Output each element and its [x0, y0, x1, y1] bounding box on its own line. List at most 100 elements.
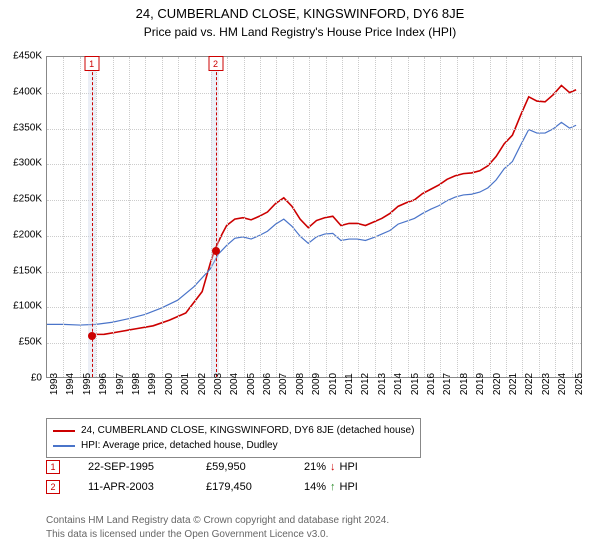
x-axis-label: 2005 — [246, 373, 257, 395]
sale-date: 11-APR-2003 — [88, 481, 178, 493]
series-line — [47, 122, 576, 325]
sale-price: £59,950 — [206, 461, 276, 473]
gridline-h — [47, 93, 581, 94]
gridline-v — [440, 57, 441, 377]
x-axis-label: 2001 — [180, 373, 191, 395]
gridline-v — [358, 57, 359, 377]
gridline-v — [293, 57, 294, 377]
x-axis-label: 1995 — [82, 373, 93, 395]
legend-swatch — [53, 430, 75, 432]
gridline-v — [276, 57, 277, 377]
gridline-v — [309, 57, 310, 377]
sale-price: £179,450 — [206, 481, 276, 493]
gridline-v — [63, 57, 64, 377]
arrow-up-icon: ↑ — [330, 481, 336, 493]
gridline-v — [113, 57, 114, 377]
gridline-v — [195, 57, 196, 377]
gridline-h — [47, 200, 581, 201]
sale-marker-number: 2 — [208, 56, 223, 71]
y-axis-label: £450K — [2, 51, 42, 62]
y-axis-label: £350K — [2, 122, 42, 133]
gridline-h — [47, 164, 581, 165]
x-axis-label: 2003 — [213, 373, 224, 395]
gridline-v — [555, 57, 556, 377]
gridline-h — [47, 129, 581, 130]
footer-line-2: This data is licensed under the Open Gov… — [46, 528, 389, 542]
y-axis-label: £100K — [2, 301, 42, 312]
y-axis-label: £50K — [2, 337, 42, 348]
sale-delta-vs: HPI — [340, 461, 358, 473]
x-axis-label: 2022 — [524, 373, 535, 395]
x-axis-label: 2012 — [360, 373, 371, 395]
x-axis-label: 1996 — [98, 373, 109, 395]
chart-lines-svg — [47, 57, 581, 377]
sale-number-box: 2 — [46, 480, 60, 494]
sale-marker-dot — [212, 247, 220, 255]
gridline-v — [391, 57, 392, 377]
sale-number-box: 1 — [46, 460, 60, 474]
y-axis-label: £0 — [2, 373, 42, 384]
sale-marker-line — [92, 57, 93, 377]
gridline-v — [80, 57, 81, 377]
gridline-v — [96, 57, 97, 377]
y-axis-label: £250K — [2, 194, 42, 205]
footer-line-1: Contains HM Land Registry data © Crown c… — [46, 514, 389, 528]
gridline-v — [522, 57, 523, 377]
x-axis-label: 2008 — [295, 373, 306, 395]
gridline-v — [326, 57, 327, 377]
gridline-v — [342, 57, 343, 377]
x-axis-label: 1998 — [131, 373, 142, 395]
gridline-v — [572, 57, 573, 377]
x-axis-label: 2015 — [410, 373, 421, 395]
x-axis-label: 2016 — [426, 373, 437, 395]
chart-subtitle: Price paid vs. HM Land Registry's House … — [0, 21, 600, 43]
gridline-v — [473, 57, 474, 377]
chart-legend: 24, CUMBERLAND CLOSE, KINGSWINFORD, DY6 … — [46, 418, 421, 458]
x-axis-label: 2006 — [262, 373, 273, 395]
gridline-v — [227, 57, 228, 377]
legend-label: HPI: Average price, detached house, Dudl… — [81, 438, 278, 453]
arrow-down-icon: ↓ — [330, 461, 336, 473]
x-axis-label: 2021 — [508, 373, 519, 395]
legend-item: 24, CUMBERLAND CLOSE, KINGSWINFORD, DY6 … — [53, 423, 414, 438]
x-axis-label: 1997 — [115, 373, 126, 395]
y-axis-label: £150K — [2, 265, 42, 276]
legend-item: HPI: Average price, detached house, Dudl… — [53, 438, 414, 453]
gridline-v — [424, 57, 425, 377]
x-axis-label: 2017 — [442, 373, 453, 395]
gridline-v — [260, 57, 261, 377]
gridline-h — [47, 343, 581, 344]
gridline-v — [178, 57, 179, 377]
x-axis-label: 2000 — [164, 373, 175, 395]
x-axis-label: 2002 — [197, 373, 208, 395]
sale-marker-number: 1 — [84, 56, 99, 71]
sale-date: 22-SEP-1995 — [88, 461, 178, 473]
gridline-h — [47, 236, 581, 237]
x-axis-label: 2023 — [541, 373, 552, 395]
x-axis-label: 2004 — [229, 373, 240, 395]
legend-swatch — [53, 445, 75, 447]
x-axis-label: 2011 — [344, 373, 355, 395]
sale-marker-dot — [88, 332, 96, 340]
gridline-v — [457, 57, 458, 377]
gridline-h — [47, 272, 581, 273]
gridline-v — [506, 57, 507, 377]
gridline-v — [145, 57, 146, 377]
chart-title: 24, CUMBERLAND CLOSE, KINGSWINFORD, DY6 … — [0, 0, 600, 21]
x-axis-label: 1994 — [65, 373, 76, 395]
gridline-v — [162, 57, 163, 377]
gridline-v — [375, 57, 376, 377]
x-axis-label: 1999 — [147, 373, 158, 395]
legend-label: 24, CUMBERLAND CLOSE, KINGSWINFORD, DY6 … — [81, 423, 414, 438]
x-axis-label: 2009 — [311, 373, 322, 395]
x-axis-label: 2020 — [492, 373, 503, 395]
gridline-v — [539, 57, 540, 377]
footer-attribution: Contains HM Land Registry data © Crown c… — [46, 514, 389, 542]
x-axis-label: 1993 — [49, 373, 60, 395]
x-axis-label: 2007 — [278, 373, 289, 395]
sale-row: 211-APR-2003£179,45014%↑HPI — [46, 480, 358, 494]
gridline-v — [490, 57, 491, 377]
x-axis-label: 2014 — [393, 373, 404, 395]
sale-row: 122-SEP-1995£59,95021%↓HPI — [46, 460, 358, 474]
sale-delta-pct: 14% — [304, 481, 326, 493]
